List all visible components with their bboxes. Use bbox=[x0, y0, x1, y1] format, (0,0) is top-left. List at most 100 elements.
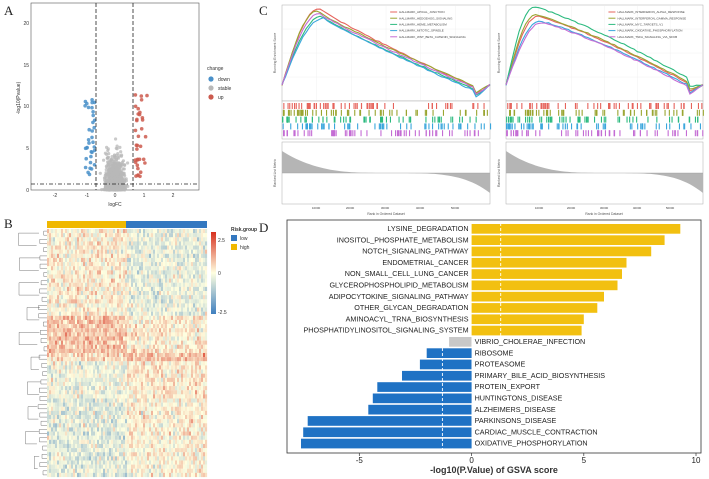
heatmap-cell bbox=[129, 373, 132, 378]
heatmap-cell bbox=[77, 361, 80, 366]
heatmap-cell bbox=[185, 303, 188, 308]
heatmap-cell bbox=[57, 319, 60, 325]
heatmap-cell bbox=[79, 365, 82, 370]
volcano-ytick: 20 bbox=[23, 21, 29, 27]
heatmap-cell bbox=[173, 419, 176, 424]
heatmap-cell bbox=[161, 291, 164, 296]
heatmap-cell bbox=[199, 398, 202, 403]
heatmap-cell bbox=[123, 311, 126, 316]
heatmap-cell bbox=[83, 402, 86, 407]
heatmap-cell bbox=[117, 402, 120, 407]
heatmap-cell bbox=[171, 373, 174, 378]
heatmap-cell bbox=[137, 266, 140, 271]
heatmap-cell bbox=[99, 427, 102, 432]
heatmap-cell bbox=[125, 270, 128, 275]
heatmap-cell bbox=[91, 427, 94, 432]
heatmap-cell bbox=[165, 233, 168, 238]
heatmap-cell bbox=[199, 303, 202, 308]
heatmap-cell bbox=[101, 299, 104, 304]
heatmap-cell bbox=[183, 237, 186, 242]
heatmap-cell bbox=[153, 249, 156, 254]
heatmap-cell bbox=[155, 278, 158, 283]
heatmap-cell bbox=[73, 249, 76, 254]
heatmap-cell bbox=[185, 406, 188, 411]
heatmap-cell bbox=[127, 365, 130, 370]
dendrogram-branch bbox=[43, 346, 47, 352]
heatmap-cell bbox=[109, 365, 112, 370]
heatmap-cell bbox=[151, 361, 154, 366]
heatmap-cell bbox=[169, 233, 172, 238]
heatmap-cell bbox=[167, 344, 170, 349]
heatmap-cell bbox=[149, 229, 152, 234]
heatmap-cell bbox=[179, 357, 182, 362]
heatmap-cell bbox=[85, 423, 88, 428]
heatmap-cell bbox=[105, 303, 108, 308]
heatmap-cell bbox=[145, 353, 148, 358]
heatmap-cell bbox=[141, 274, 144, 279]
heatmap-cell bbox=[159, 406, 162, 411]
heatmap-cell bbox=[111, 344, 114, 349]
heatmap-cell bbox=[109, 262, 112, 267]
heatmap-cell bbox=[101, 410, 104, 416]
heatmap-cell bbox=[107, 315, 110, 321]
heatmap-cell bbox=[175, 357, 178, 362]
heatmap-cell bbox=[49, 233, 52, 238]
heatmap-cell bbox=[109, 431, 112, 436]
heatmap-cell bbox=[169, 357, 172, 362]
heatmap-cell bbox=[159, 307, 162, 312]
heatmap-cell bbox=[71, 274, 74, 279]
heatmap-cell bbox=[197, 377, 200, 383]
heatmap-cell bbox=[91, 415, 94, 420]
heatmap-cell bbox=[163, 427, 166, 432]
heatmap-cell bbox=[75, 415, 78, 420]
heatmap-cell bbox=[159, 311, 162, 316]
heatmap-cell bbox=[191, 357, 194, 362]
heatmap-cell bbox=[121, 278, 124, 283]
heatmap-cell bbox=[183, 357, 186, 362]
heatmap-cell bbox=[149, 233, 152, 238]
heatmap-cell bbox=[133, 241, 136, 246]
heatmap-cell bbox=[123, 361, 126, 366]
heatmap-cell bbox=[51, 286, 54, 292]
heatmap-cell bbox=[77, 369, 80, 374]
heatmap-cell bbox=[173, 373, 176, 378]
heatmap-cell bbox=[201, 410, 204, 416]
heatmap-cell bbox=[107, 303, 110, 308]
heatmap-cell bbox=[181, 398, 184, 403]
heatmap-cell bbox=[129, 286, 132, 292]
heatmap-cell bbox=[65, 381, 68, 387]
heatmap-cell bbox=[95, 241, 98, 246]
heatmap-cell bbox=[113, 241, 116, 246]
heatmap-cell bbox=[193, 365, 196, 370]
heatmap-cell bbox=[181, 386, 184, 391]
heatmap-cell bbox=[97, 427, 100, 432]
heatmap-cell bbox=[75, 286, 78, 292]
heatmap-cell bbox=[97, 328, 100, 333]
heatmap-cell bbox=[131, 377, 134, 383]
heatmap-cell bbox=[159, 295, 162, 300]
heatmap-cell bbox=[65, 266, 68, 271]
heatmap-cell bbox=[121, 415, 124, 420]
heatmap-cell bbox=[103, 369, 106, 374]
heatmap-cell bbox=[181, 357, 184, 362]
heatmap-cell bbox=[67, 303, 70, 308]
heatmap-cell bbox=[97, 324, 100, 329]
heatmap-cell bbox=[169, 229, 172, 234]
heatmap-cell bbox=[163, 369, 166, 374]
heatmap-cell bbox=[69, 249, 72, 254]
heatmap-cell bbox=[181, 423, 184, 428]
heatmap-cell bbox=[185, 328, 188, 333]
heatmap-cell bbox=[129, 410, 132, 416]
heatmap-cell bbox=[135, 361, 138, 366]
heatmap-cell bbox=[161, 410, 164, 416]
heatmap-cell bbox=[117, 257, 120, 263]
heatmap-cell bbox=[155, 233, 158, 238]
heatmap-cell bbox=[87, 398, 90, 403]
heatmap-cell bbox=[81, 249, 84, 254]
heatmap-cell bbox=[53, 369, 56, 374]
heatmap-cell bbox=[181, 340, 184, 345]
heatmap-cell bbox=[53, 394, 56, 399]
heatmap-cell bbox=[53, 307, 56, 312]
heatmap-cell bbox=[201, 406, 204, 411]
heatmap-cell bbox=[87, 328, 90, 333]
